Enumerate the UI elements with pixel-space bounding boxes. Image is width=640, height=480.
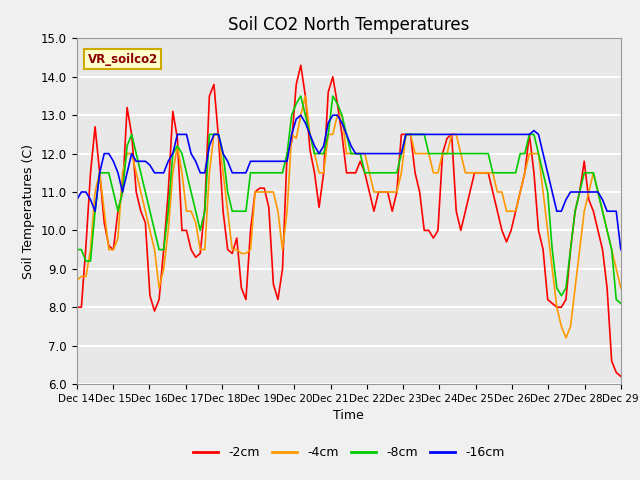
Title: Soil CO2 North Temperatures: Soil CO2 North Temperatures [228, 16, 470, 34]
Text: VR_soilco2: VR_soilco2 [88, 53, 158, 66]
Y-axis label: Soil Temperatures (C): Soil Temperatures (C) [22, 144, 35, 279]
Legend: -2cm, -4cm, -8cm, -16cm: -2cm, -4cm, -8cm, -16cm [188, 441, 509, 464]
X-axis label: Time: Time [333, 409, 364, 422]
